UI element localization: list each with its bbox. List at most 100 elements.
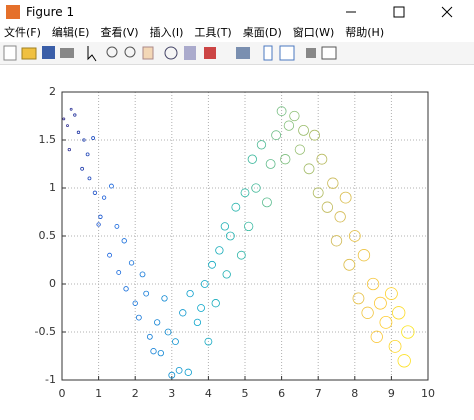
scatter-point <box>168 371 176 379</box>
legend-icon[interactable] <box>279 45 295 61</box>
save-icon[interactable] <box>42 46 55 59</box>
scatter-point <box>283 120 295 131</box>
scatter-point <box>193 318 202 327</box>
scatter-point <box>327 177 339 189</box>
menu-item[interactable]: 桌面(D) <box>242 26 282 39</box>
datatip-icon[interactable] <box>184 46 196 60</box>
scatter-point <box>161 295 168 302</box>
scatter-point <box>101 195 107 200</box>
x-tick-label: 2 <box>132 387 139 400</box>
x-tick-label: 4 <box>205 387 212 400</box>
scatter-point <box>370 330 383 343</box>
x-tick-label: 6 <box>278 387 285 400</box>
scatter-point <box>107 252 112 258</box>
x-tick-label: 0 <box>59 387 66 400</box>
x-tick-label: 8 <box>351 387 358 400</box>
scatter-point <box>73 113 77 117</box>
menu-item[interactable]: 窗口(W) <box>292 26 335 39</box>
scatter-point <box>392 306 406 320</box>
scatter-point <box>62 117 66 121</box>
pointer-icon[interactable] <box>87 46 97 62</box>
scatter-point <box>303 163 315 175</box>
scatter-point <box>357 249 371 262</box>
print-icon[interactable] <box>60 48 74 58</box>
scatter-point <box>109 183 114 189</box>
zoom-in-icon[interactable] <box>106 46 118 58</box>
hide-tools-icon[interactable] <box>306 48 316 58</box>
scatter-point <box>361 306 374 319</box>
scatter-point <box>116 270 122 275</box>
x-tick-label: 9 <box>388 387 395 400</box>
scatter-point <box>87 176 92 181</box>
scatter-point <box>164 328 172 336</box>
scatter-point <box>146 333 153 340</box>
scatter-point <box>143 290 150 297</box>
y-tick-label: -1 <box>45 373 56 386</box>
dock-icon[interactable] <box>321 46 337 60</box>
scatter-point <box>220 222 230 231</box>
scatter-point <box>401 325 415 339</box>
scatter-point <box>294 144 306 155</box>
scatter-point <box>150 348 157 355</box>
x-tick-label: 10 <box>421 387 435 400</box>
close[interactable] <box>441 6 453 18</box>
rotate-icon[interactable] <box>164 46 178 60</box>
y-tick-label: 2 <box>49 85 56 98</box>
open-icon[interactable] <box>21 47 37 60</box>
scatter-point <box>184 368 192 376</box>
scatter-point <box>384 287 398 301</box>
scatter-point <box>80 166 85 171</box>
scatter-point <box>374 296 387 310</box>
menu-item[interactable]: 文件(F) <box>4 26 41 39</box>
scatter-point <box>66 124 69 127</box>
app-icon <box>6 5 20 19</box>
scatter-point <box>298 125 309 136</box>
scatter-point <box>271 130 282 141</box>
menu-item[interactable]: 查看(V) <box>100 26 139 39</box>
brush-icon[interactable] <box>204 47 216 59</box>
scatter-point <box>289 110 300 122</box>
pan-icon[interactable] <box>142 46 154 60</box>
zoom-out-icon[interactable] <box>124 46 136 58</box>
menu-bar: 文件(F) 编辑(E) 查看(V) 插入(I) 工具(T) 桌面(D) 窗口(W) 帮助(H) <box>0 24 474 42</box>
toolbar <box>0 42 474 65</box>
scatter-point <box>339 191 352 204</box>
scatter-point <box>334 211 346 223</box>
y-tick-label: 0 <box>49 277 56 290</box>
scatter-point <box>343 258 356 271</box>
x-tick-label: 3 <box>168 387 175 400</box>
menu-item[interactable]: 工具(T) <box>194 26 232 39</box>
scatter-point <box>96 222 101 227</box>
new-icon[interactable] <box>3 45 17 61</box>
scatter-point <box>157 349 164 357</box>
scatter-point <box>135 314 142 321</box>
scatter-point <box>123 286 129 292</box>
scatter-point <box>280 154 291 165</box>
menu-item[interactable]: 帮助(H) <box>345 26 385 39</box>
link-icon[interactable] <box>236 47 250 59</box>
scatter-point <box>256 140 267 150</box>
scatter-point <box>244 221 254 232</box>
scatter-point <box>397 354 411 368</box>
colorbar-icon[interactable] <box>263 45 273 61</box>
scatter-point <box>76 130 81 134</box>
scatter-point <box>321 201 334 213</box>
menu-item[interactable]: 插入(I) <box>149 26 184 39</box>
window-controls <box>346 6 453 18</box>
chart: 0 1 2 3 4 5 6 7 8 9 10 -1 -0.5 0 0.5 1 1.5 2 <box>35 85 435 400</box>
scatter-point <box>139 271 146 278</box>
maximize[interactable] <box>393 6 405 18</box>
y-tick-label: 1 <box>49 181 56 194</box>
scatter-point <box>231 202 241 212</box>
scatter-point <box>200 280 209 288</box>
menu-item[interactable]: 编辑(E) <box>51 26 90 39</box>
scatter-point <box>251 183 261 193</box>
scatter-point <box>236 250 246 260</box>
x-tick-label: 1 <box>95 387 102 400</box>
toolbar-icons <box>3 45 337 62</box>
scatter-point <box>211 299 220 308</box>
scatter-point <box>121 238 127 244</box>
scatter-point <box>154 319 161 326</box>
y-tick-label: 0.5 <box>39 229 57 242</box>
scatter-point <box>366 277 380 291</box>
